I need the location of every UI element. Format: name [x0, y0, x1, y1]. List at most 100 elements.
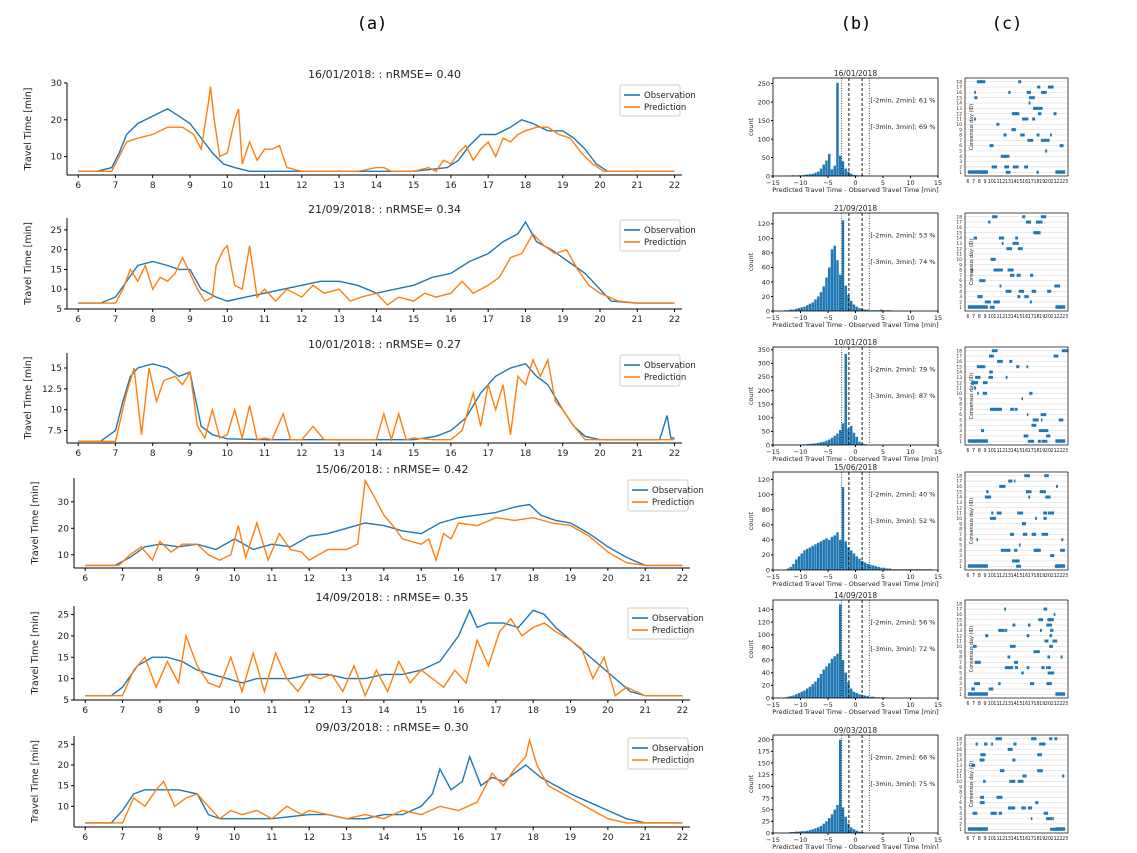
x-tick-label: 11 — [259, 449, 270, 459]
consensus-bar — [1035, 517, 1037, 520]
histogram-bar — [812, 829, 814, 833]
x-tick-label: 9 — [983, 836, 986, 842]
y-tick-label: 30 — [58, 498, 70, 508]
histogram-title: 16/01/2018 — [834, 69, 877, 78]
consensus-bar — [1049, 645, 1053, 648]
consensus-bar — [1024, 295, 1028, 298]
annotation-3min: [-3min, 3min]: 52 % — [870, 517, 935, 525]
consensus-bar — [1006, 376, 1008, 379]
x-tick-label: 20 — [602, 706, 614, 716]
consensus-bar — [1048, 666, 1051, 669]
y-tick-label: 9 — [959, 784, 962, 790]
x-tick-label: 9 — [194, 706, 200, 716]
consensus-bar — [1053, 828, 1059, 831]
y-axis-label: Travel Time [min] — [30, 740, 41, 824]
consensus-bar — [1054, 355, 1059, 358]
consensus-bar — [998, 682, 1000, 685]
y-tick-label: 8 — [959, 268, 962, 274]
y-tick-label: 10 — [51, 406, 63, 416]
consensus-bar — [1045, 149, 1047, 152]
x-tick-label: 19 — [565, 706, 577, 716]
x-tick-label: 19 — [565, 833, 577, 843]
consensus-bar — [991, 743, 993, 746]
y-tick-label: 120 — [758, 220, 770, 228]
y-tick-label: 18 — [956, 736, 962, 742]
y-tick-label: 1 — [959, 305, 962, 311]
histogram-bar — [831, 814, 833, 833]
consensus-bar — [1006, 290, 1012, 293]
y-tick-label: 8 — [959, 655, 962, 661]
x-tick-label: 10 — [229, 706, 241, 716]
x-tick-label: 8 — [978, 448, 981, 454]
consensus-bar — [1006, 171, 1011, 174]
y-tick-label: 15 — [51, 265, 62, 275]
plot-frame — [965, 78, 1068, 176]
x-tick-label: 9 — [187, 449, 193, 459]
x-tick-label: 8 — [150, 315, 156, 325]
consensus-bar — [1035, 801, 1038, 804]
x-tick-label: 6 — [966, 179, 969, 185]
consensus-bar — [995, 737, 1001, 740]
y-tick-label: 2 — [959, 559, 962, 565]
consensus-bar — [1028, 496, 1030, 499]
histogram-bar — [814, 828, 816, 833]
y-axis-label: Consensus day (ID) — [969, 104, 975, 151]
y-axis-label: count — [747, 774, 755, 793]
histogram-bar — [853, 433, 855, 445]
x-tick-label: 8 — [150, 181, 156, 191]
consensus-bar — [1037, 86, 1040, 89]
series-line-observation — [78, 109, 674, 172]
x-tick-label: 17 — [482, 449, 493, 459]
series-line-observation — [78, 364, 674, 442]
y-tick-label: 25 — [58, 611, 69, 621]
y-axis-label: Consensus day (ID) — [969, 373, 975, 420]
y-tick-label: 20 — [51, 116, 63, 126]
consensus-bar — [1022, 118, 1028, 121]
consensus-bar — [1029, 102, 1031, 105]
histogram-bar — [875, 566, 877, 570]
consensus-bar — [1033, 107, 1037, 110]
x-tick-label: 17 — [490, 833, 501, 843]
x-tick-label: 18 — [527, 574, 539, 584]
y-tick-label: 10 — [58, 802, 70, 812]
consensus-bar — [988, 376, 992, 379]
x-tick-label: 9 — [983, 448, 986, 454]
y-tick-label: 17 — [956, 742, 962, 748]
y-tick-label: 75 — [762, 794, 770, 802]
consensus-bar — [989, 144, 993, 147]
x-tick-label: 9 — [983, 701, 986, 707]
consensus-bar — [1027, 365, 1029, 368]
consensus-bar — [992, 165, 997, 168]
y-tick-label: 18 — [956, 214, 962, 220]
histogram-bar — [817, 296, 819, 311]
y-tick-label: 20 — [58, 524, 70, 534]
consensus-bar — [1020, 133, 1024, 136]
consensus-bar — [983, 801, 985, 804]
y-tick-label: 0 — [766, 829, 770, 837]
x-tick-label: 20 — [602, 574, 614, 584]
x-axis-label: Predicted Travel Time - Observed Travel … — [772, 455, 938, 463]
consensus-bar — [995, 268, 999, 271]
y-tick-label: 12 — [956, 380, 962, 386]
histogram-bar — [814, 299, 816, 311]
y-tick-label: 100 — [758, 414, 770, 422]
consensus-bar — [1047, 290, 1051, 293]
x-tick-label: 6 — [75, 449, 81, 459]
consensus-bar — [1048, 86, 1054, 89]
consensus-bar — [1017, 295, 1020, 298]
x-tick-label: 7 — [972, 836, 975, 842]
histogram-bar — [803, 307, 805, 311]
x-tick-label: 16 — [453, 833, 465, 843]
consensus-bar — [1052, 817, 1054, 820]
consensus-bar — [1029, 392, 1032, 395]
x-tick-label: 17 — [490, 574, 501, 584]
x-tick-label: 23 — [1062, 701, 1068, 707]
consensus-bar — [1049, 634, 1052, 637]
y-tick-label: 10 — [956, 644, 962, 650]
x-tick-label: 9 — [187, 315, 193, 325]
y-tick-label: 8 — [959, 527, 962, 533]
consensus-bar — [985, 634, 988, 637]
